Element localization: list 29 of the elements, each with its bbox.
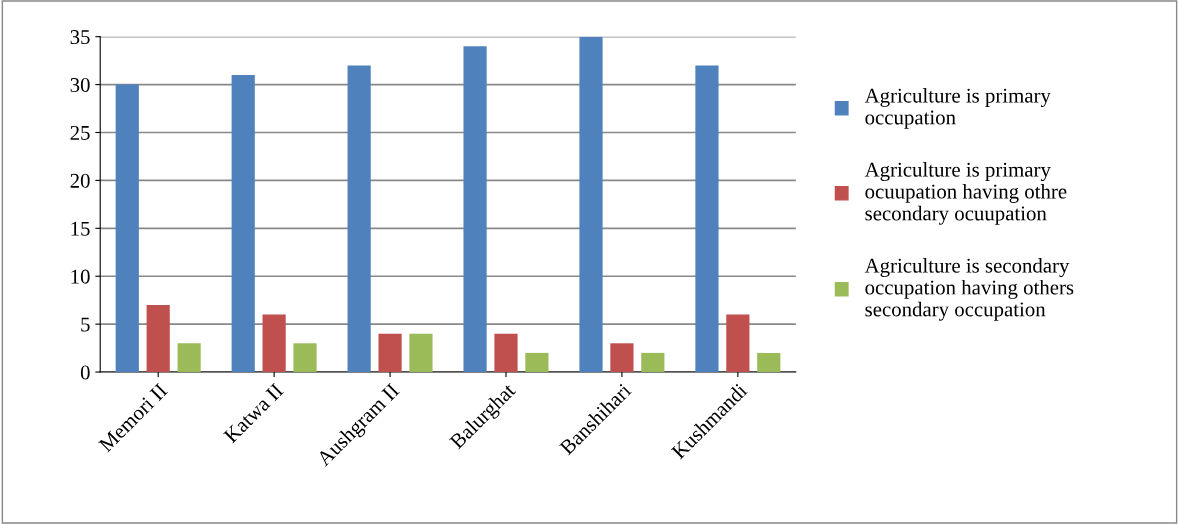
bar	[378, 333, 402, 373]
bar	[177, 343, 201, 373]
bar	[525, 352, 549, 373]
bar	[231, 75, 255, 373]
bar	[579, 36, 603, 373]
bar	[262, 314, 286, 373]
legend-label: Agriculture is primary ocuupation having othre secondary ocuupation	[864, 162, 1067, 225]
bar	[115, 84, 139, 373]
bar	[409, 333, 433, 373]
y-tick-label: 0	[80, 365, 90, 380]
y-tick-label: 15	[71, 221, 90, 236]
bar	[494, 333, 518, 373]
bar	[146, 304, 170, 373]
bar	[293, 343, 317, 373]
bar	[726, 314, 750, 373]
bar	[610, 343, 634, 373]
y-tick-label: 35	[70, 30, 90, 45]
y-tick-label: 30	[70, 77, 90, 93]
bar	[347, 65, 371, 373]
legend-label: Agriculture is primary occupation	[864, 88, 1051, 129]
y-tick-label: 5	[81, 317, 90, 332]
bar	[757, 352, 781, 373]
legend-label: Agriculture is secondary occupation having others secondary occupation	[864, 258, 1074, 321]
y-tick-label: 25	[70, 125, 90, 140]
bar	[695, 65, 719, 373]
bar	[463, 46, 487, 373]
bar	[641, 352, 665, 373]
y-tick-label: 10	[71, 269, 90, 284]
y-tick-label: 20	[70, 173, 90, 188]
